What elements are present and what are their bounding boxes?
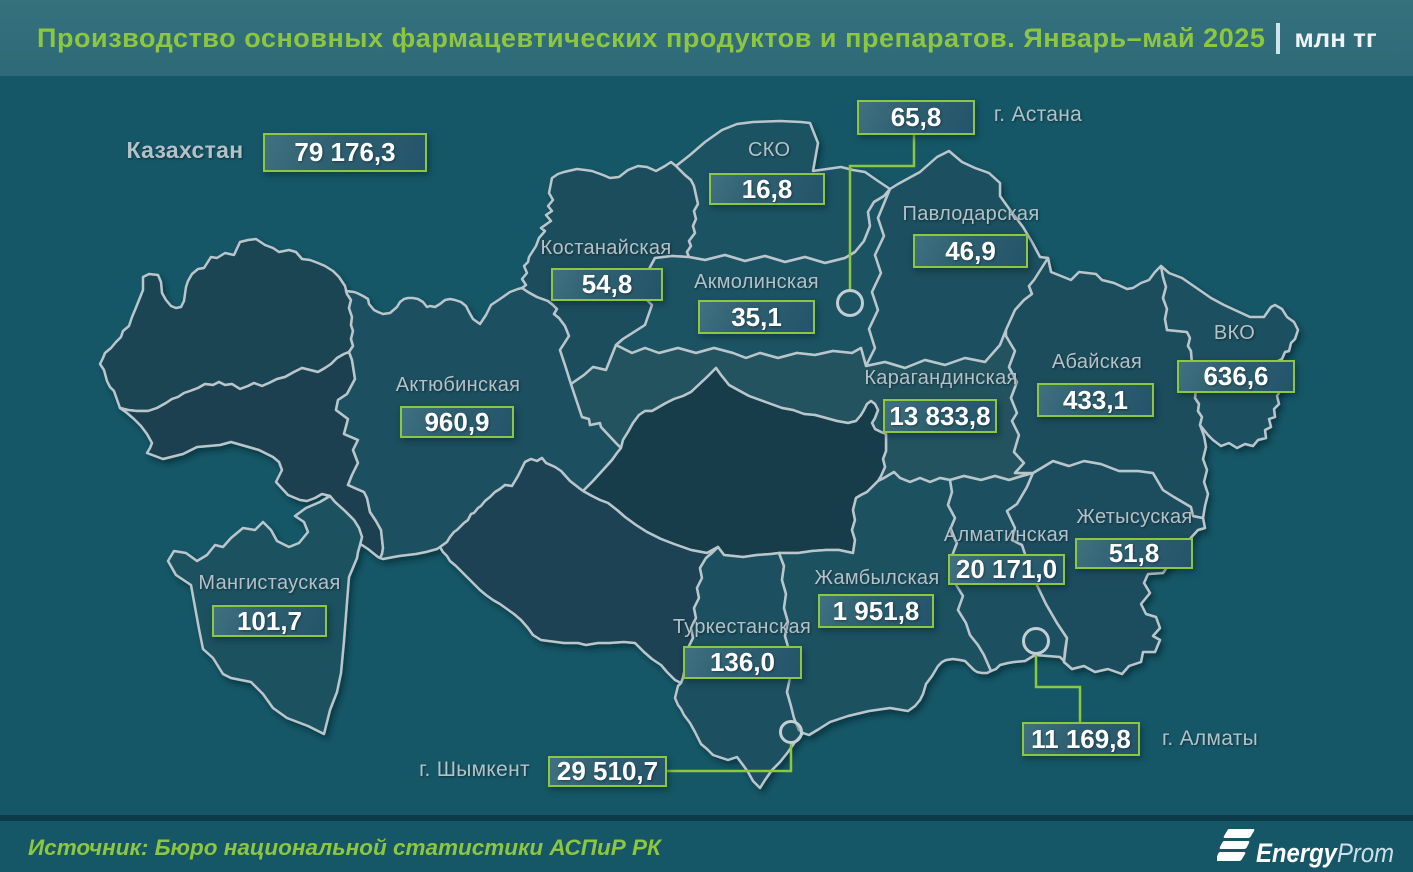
svg-text:EnergyProm: EnergyProm <box>1256 838 1394 868</box>
